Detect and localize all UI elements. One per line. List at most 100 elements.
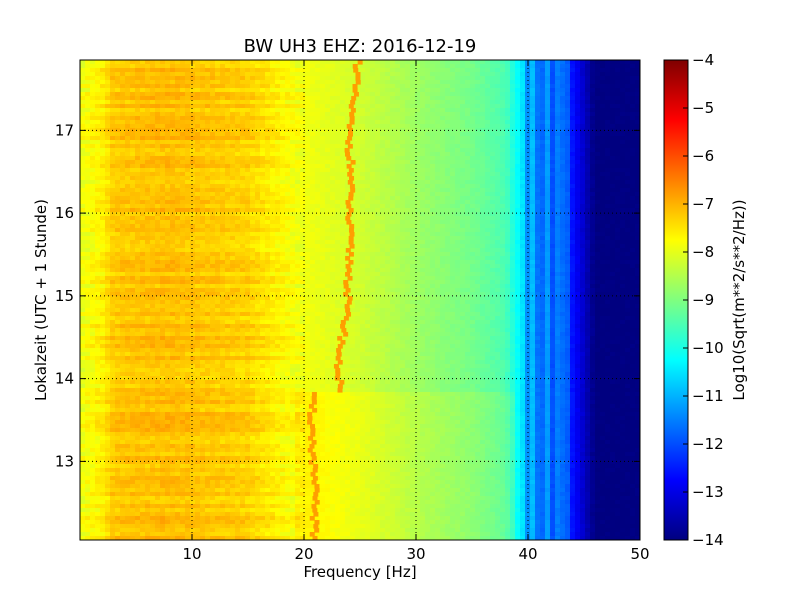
heatmap-cell — [320, 124, 326, 129]
heatmap-cell — [120, 124, 126, 129]
heatmap-cell — [405, 128, 411, 133]
heatmap-cell — [440, 212, 446, 217]
heatmap-cell — [80, 136, 86, 141]
heatmap-cell — [400, 112, 406, 117]
heatmap-cell — [130, 232, 136, 237]
heatmap-cell — [475, 208, 481, 213]
heatmap-cell — [260, 160, 266, 165]
heatmap-cell — [565, 232, 571, 237]
heatmap-cell — [305, 168, 311, 173]
heatmap-cell — [485, 100, 491, 105]
heatmap-cell — [405, 72, 411, 77]
heatmap-cell — [375, 88, 381, 93]
heatmap-cell — [195, 200, 201, 205]
heatmap-cell — [395, 120, 401, 125]
heatmap-cell — [555, 64, 561, 69]
heatmap-cell — [275, 220, 281, 225]
heatmap-cell — [270, 212, 276, 217]
heatmap-cell — [340, 104, 346, 109]
heatmap-cell — [535, 120, 541, 125]
heatmap-cell — [85, 104, 91, 109]
heatmap-cell — [270, 132, 276, 137]
heatmap-cell — [390, 180, 396, 185]
heatmap-cell — [405, 168, 411, 173]
heatmap-cell — [395, 112, 401, 117]
heatmap-cell — [130, 200, 136, 205]
heatmap-cell — [265, 72, 271, 77]
heatmap-cell — [280, 224, 286, 229]
heatmap-cell — [530, 228, 536, 233]
heatmap-cell — [365, 124, 371, 129]
heatmap-cell — [300, 92, 306, 97]
heatmap-cell — [220, 144, 226, 149]
heatmap-cell — [270, 96, 276, 101]
heatmap-cell — [360, 172, 366, 177]
heatmap-cell — [340, 192, 346, 197]
heatmap-cell — [410, 220, 416, 225]
heatmap-cell — [105, 80, 111, 85]
heatmap-cell — [105, 132, 111, 137]
heatmap-cell — [135, 236, 141, 241]
heatmap-cell — [580, 120, 586, 125]
heatmap-cell — [530, 160, 536, 165]
heatmap-cell — [90, 80, 96, 85]
heatmap-cell — [545, 136, 551, 141]
heatmap-cell — [545, 224, 551, 229]
heatmap-cell — [470, 184, 476, 189]
heatmap-cell — [320, 168, 326, 173]
heatmap-cell — [255, 228, 261, 233]
heatmap-cell — [110, 172, 116, 177]
heatmap-cell — [460, 104, 466, 109]
heatmap-cell — [365, 80, 371, 85]
heatmap-cell — [215, 216, 221, 221]
heatmap-cell — [520, 160, 526, 165]
heatmap-cell — [540, 160, 546, 165]
heatmap-cell — [100, 60, 106, 65]
heatmap-cell — [285, 180, 291, 185]
heatmap-cell — [600, 220, 606, 225]
heatmap-cell — [550, 172, 556, 177]
heatmap-cell — [220, 136, 226, 141]
heatmap-cell — [160, 232, 166, 237]
heatmap-cell — [570, 160, 576, 165]
heatmap-cell — [495, 140, 501, 145]
heatmap-cell — [85, 168, 91, 173]
heatmap-cell — [365, 152, 371, 157]
heatmap-cell — [135, 148, 141, 153]
heatmap-cell — [400, 200, 406, 205]
heatmap-cell — [455, 108, 461, 113]
heatmap-cell — [455, 92, 461, 97]
heatmap-cell — [155, 156, 161, 161]
heatmap-cell — [400, 208, 406, 213]
heatmap-cell — [235, 196, 241, 201]
heatmap-cell — [185, 116, 191, 121]
heatmap-cell — [115, 164, 121, 169]
heatmap-cell — [635, 116, 640, 121]
heatmap-cell — [135, 88, 141, 93]
heatmap-cell — [530, 108, 536, 113]
heatmap-cell — [500, 156, 506, 161]
heatmap-cell — [435, 176, 441, 181]
heatmap-cell — [135, 160, 141, 165]
heatmap-cell — [615, 164, 621, 169]
heatmap-cell — [135, 152, 141, 157]
heatmap-cell — [385, 220, 391, 225]
heatmap-cell — [235, 96, 241, 101]
heatmap-cell — [480, 216, 486, 221]
heatmap-cell — [605, 144, 611, 149]
heatmap-cell — [190, 180, 196, 185]
heatmap-cell — [435, 220, 441, 225]
heatmap-cell — [495, 96, 501, 101]
heatmap-cell — [110, 156, 116, 161]
heatmap-cell — [85, 148, 91, 153]
heatmap-cell — [550, 216, 556, 221]
heatmap-cell — [475, 92, 481, 97]
heatmap-cell — [90, 72, 96, 77]
heatmap-cell — [380, 96, 386, 101]
heatmap-cell — [85, 108, 91, 113]
heatmap-cell — [280, 188, 286, 193]
heatmap-cell — [405, 76, 411, 81]
heatmap-cell — [220, 228, 226, 233]
heatmap-cell — [585, 80, 591, 85]
heatmap-cell — [555, 208, 561, 213]
